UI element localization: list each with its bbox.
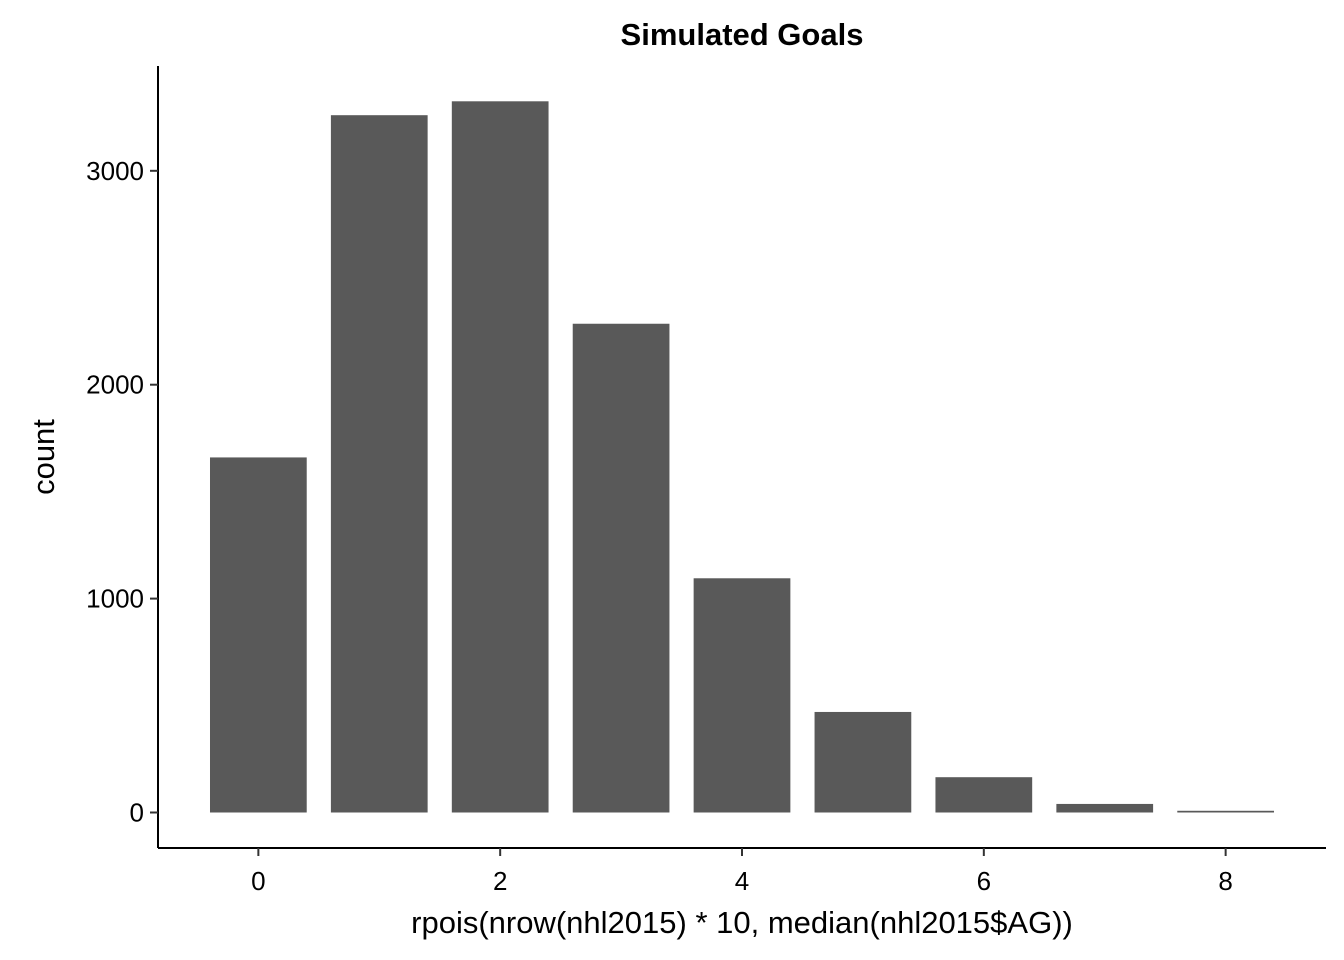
x-tick-label: 2 — [493, 866, 507, 896]
bar-5 — [814, 711, 912, 813]
y-axis-title: count — [26, 419, 61, 495]
x-ticks-group: 0 2 4 6 8 — [251, 848, 1233, 896]
y-tick-label: 1000 — [86, 584, 144, 614]
x-axis-title: rpois(nrow(nhl2015) * 10, median(nhl2015… — [411, 905, 1073, 940]
x-tick-label: 4 — [735, 866, 749, 896]
x-tick-label: 6 — [977, 866, 991, 896]
bar-4 — [693, 578, 791, 813]
bars-group — [209, 101, 1275, 813]
chart-title: Simulated Goals — [621, 17, 864, 52]
bar-8 — [1177, 810, 1275, 813]
y-tick-label: 2000 — [86, 370, 144, 400]
bar-0 — [209, 457, 307, 813]
x-tick-label: 8 — [1218, 866, 1232, 896]
y-ticks-group: 0 1000 2000 3000 — [86, 156, 158, 827]
x-tick-label: 0 — [251, 866, 265, 896]
bar-1 — [330, 115, 428, 813]
bar-6 — [935, 777, 1033, 813]
y-tick-label: 0 — [130, 797, 144, 827]
bar-2 — [451, 101, 549, 813]
y-tick-label: 3000 — [86, 156, 144, 186]
bar-3 — [572, 323, 670, 813]
bar-7 — [1056, 803, 1154, 813]
